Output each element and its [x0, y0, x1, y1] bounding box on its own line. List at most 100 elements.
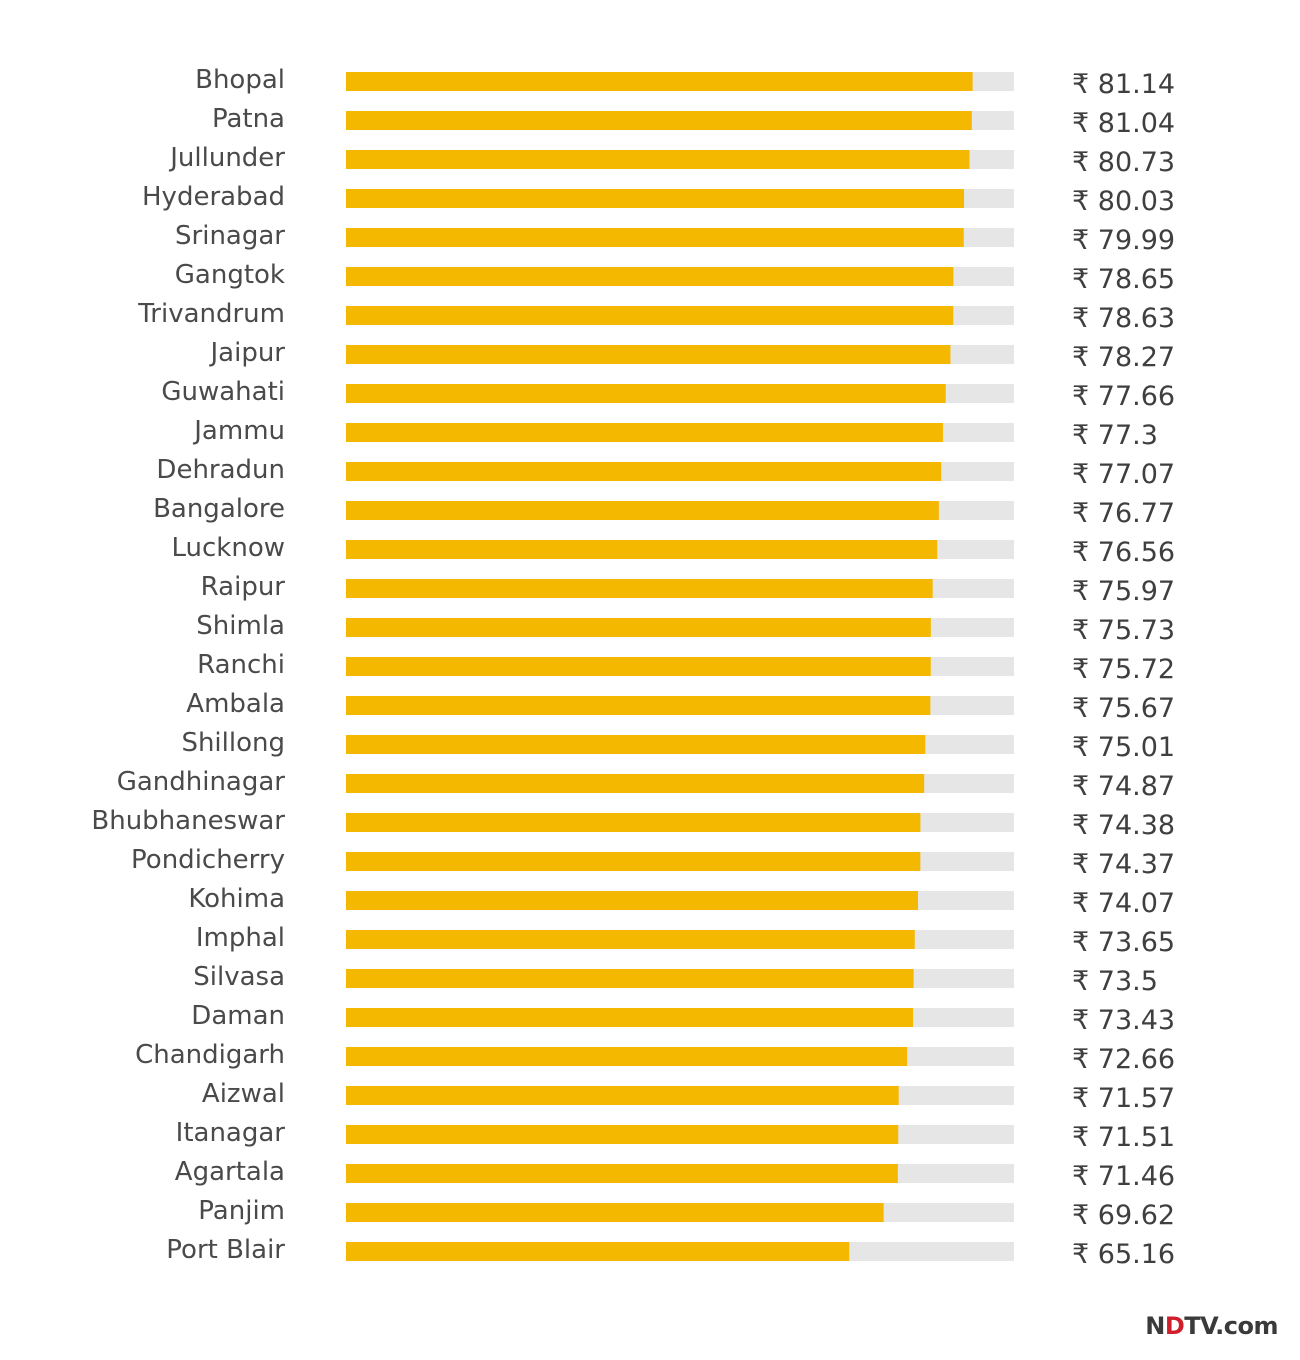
- bar: [346, 657, 931, 676]
- bar: [346, 891, 919, 910]
- city-label: Bhubhaneswar: [91, 806, 285, 836]
- bar: [346, 735, 926, 754]
- value-label: ₹ 78.63: [1072, 303, 1175, 334]
- bar-row-dehradun: Dehradun ₹ 77.07: [156, 455, 1175, 490]
- value-label: ₹ 79.99: [1072, 225, 1175, 256]
- bar-row-kohima: Kohima ₹ 74.07: [188, 884, 1175, 919]
- city-label: Shillong: [181, 728, 285, 758]
- city-label: Gangtok: [175, 260, 285, 290]
- bar: [346, 969, 914, 988]
- bar-row-bhopal: Bhopal ₹ 81.14: [195, 65, 1175, 100]
- city-label: Panjim: [198, 1196, 285, 1226]
- ndtv-logo: NDTV.com: [1145, 1312, 1278, 1340]
- value-label: ₹ 78.65: [1072, 264, 1175, 295]
- city-label: Ranchi: [197, 650, 285, 680]
- city-label: Chandigarh: [135, 1040, 285, 1070]
- city-label: Kohima: [188, 884, 285, 914]
- value-label: ₹ 76.56: [1072, 537, 1175, 568]
- city-label: Gandhinagar: [117, 767, 286, 797]
- bar-row-aizwal: Aizwal ₹ 71.57: [202, 1079, 1175, 1114]
- brand-dot: D: [1164, 1312, 1185, 1340]
- bar-row-daman: Daman ₹ 73.43: [191, 1001, 1175, 1036]
- bar-row-bangalore: Bangalore ₹ 76.77: [153, 494, 1175, 529]
- bar: [346, 579, 933, 598]
- bar-row-itanagar: Itanagar ₹ 71.51: [176, 1118, 1175, 1153]
- bar: [346, 501, 939, 520]
- value-label: ₹ 69.62: [1072, 1200, 1175, 1231]
- bar: [346, 384, 946, 403]
- bar: [346, 930, 915, 949]
- bar-row-ranchi: Ranchi ₹ 75.72: [197, 650, 1175, 685]
- city-label: Jaipur: [209, 338, 286, 368]
- value-label: ₹ 75.72: [1072, 654, 1175, 685]
- bar: [346, 774, 925, 793]
- city-label: Srinagar: [175, 221, 285, 251]
- city-label: Bangalore: [153, 494, 285, 524]
- bar: [346, 306, 954, 325]
- city-label: Raipur: [201, 572, 286, 602]
- bar: [346, 150, 970, 169]
- bar: [346, 267, 954, 286]
- city-label: Lucknow: [171, 533, 285, 563]
- bar: [346, 423, 943, 442]
- bar-row-lucknow: Lucknow ₹ 76.56: [171, 533, 1175, 568]
- bar: [346, 1008, 914, 1027]
- value-label: ₹ 74.38: [1072, 810, 1175, 841]
- value-label: ₹ 74.07: [1072, 888, 1175, 919]
- city-label: Jullunder: [168, 143, 285, 173]
- value-label: ₹ 72.66: [1072, 1044, 1175, 1075]
- value-label: ₹ 75.97: [1072, 576, 1175, 607]
- city-label: Dehradun: [156, 455, 285, 485]
- value-label: ₹ 77.3: [1072, 420, 1158, 451]
- value-label: ₹ 73.5: [1072, 966, 1158, 997]
- brand-prefix: N: [1145, 1312, 1165, 1340]
- value-label: ₹ 75.73: [1072, 615, 1175, 646]
- value-label: ₹ 71.51: [1072, 1122, 1175, 1153]
- city-label: Itanagar: [176, 1118, 286, 1148]
- bar: [346, 111, 972, 130]
- city-label: Port Blair: [166, 1235, 285, 1265]
- city-label: Shimla: [196, 611, 285, 641]
- bar: [346, 72, 973, 91]
- value-label: ₹ 80.73: [1072, 147, 1175, 178]
- bar-row-jullunder: Jullunder ₹ 80.73: [168, 143, 1175, 178]
- value-label: ₹ 81.14: [1072, 69, 1175, 100]
- bar: [346, 1164, 898, 1183]
- bar-row-gandhinagar: Gandhinagar ₹ 74.87: [117, 767, 1175, 802]
- bar: [346, 1125, 899, 1144]
- value-label: ₹ 75.01: [1072, 732, 1175, 763]
- value-label: ₹ 71.57: [1072, 1083, 1175, 1114]
- bar-row-srinagar: Srinagar ₹ 79.99: [175, 221, 1175, 256]
- bar-row-shimla: Shimla ₹ 75.73: [196, 611, 1175, 646]
- city-label: Silvasa: [193, 962, 285, 992]
- bar: [346, 696, 931, 715]
- bar: [346, 462, 942, 481]
- bar: [346, 540, 938, 559]
- city-label: Trivandrum: [137, 299, 285, 329]
- bar-row-hyderabad: Hyderabad ₹ 80.03: [142, 182, 1175, 217]
- city-label: Guwahati: [161, 377, 285, 407]
- city-label: Pondicherry: [131, 845, 285, 875]
- bar-row-imphal: Imphal ₹ 73.65: [196, 923, 1175, 958]
- value-label: ₹ 71.46: [1072, 1161, 1175, 1192]
- bar: [346, 813, 921, 832]
- bar-row-jaipur: Jaipur ₹ 78.27: [209, 338, 1176, 373]
- bar: [346, 1086, 899, 1105]
- bar: [346, 228, 964, 247]
- value-label: ₹ 74.37: [1072, 849, 1175, 880]
- city-label: Imphal: [196, 923, 285, 953]
- bar-row-gangtok: Gangtok ₹ 78.65: [175, 260, 1175, 295]
- value-label: ₹ 73.43: [1072, 1005, 1175, 1036]
- bar: [346, 189, 965, 208]
- bar: [346, 1047, 908, 1066]
- city-label: Agartala: [175, 1157, 285, 1187]
- brand-suffix: TV.com: [1184, 1312, 1278, 1340]
- city-label: Hyderabad: [142, 182, 285, 212]
- city-label: Bhopal: [195, 65, 285, 95]
- value-label: ₹ 80.03: [1072, 186, 1175, 217]
- bar-row-port-blair: Port Blair ₹ 65.16: [166, 1235, 1175, 1270]
- value-label: ₹ 81.04: [1072, 108, 1175, 139]
- bar-row-trivandrum: Trivandrum ₹ 78.63: [137, 299, 1175, 334]
- city-label: Aizwal: [202, 1079, 285, 1109]
- value-label: ₹ 65.16: [1072, 1239, 1175, 1270]
